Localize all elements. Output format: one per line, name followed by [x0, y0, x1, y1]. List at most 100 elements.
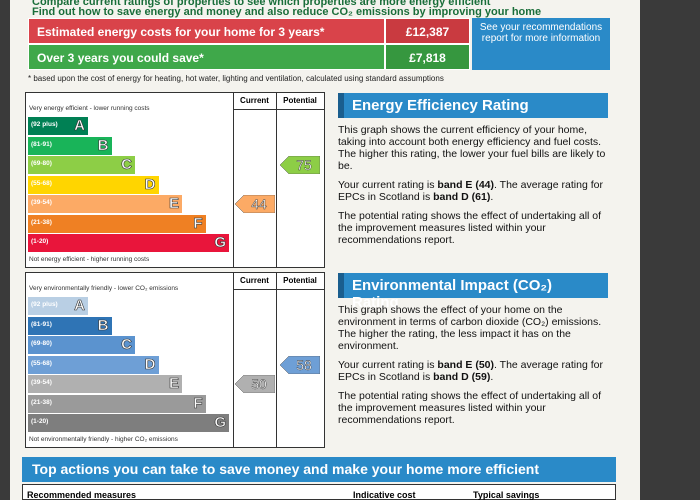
environmental-chart: Current Potential Very environmentally fri… — [25, 272, 325, 448]
column-header: Recommended measures — [27, 490, 137, 500]
rating-arrow: 50 — [235, 375, 275, 393]
band-letter: B — [97, 316, 109, 334]
band-letter: F — [193, 394, 203, 412]
epc-page: Compare current ratings of properties to… — [10, 0, 640, 500]
band-letter: C — [121, 336, 132, 354]
rating-band: (55-68) D — [28, 175, 159, 194]
rating-band: (55-68) D — [28, 355, 159, 374]
band-range: (92 plus) — [31, 301, 58, 308]
rating-band: (92 plus) A — [28, 297, 88, 315]
text: . The average rating for EPCs in Scotlan… — [338, 179, 603, 203]
cost-value: £12,387 — [385, 18, 470, 44]
rating-value: 44 — [251, 196, 267, 212]
column-header: Indicative cost — [353, 490, 416, 500]
band-range: (39-54) — [31, 379, 52, 386]
header-rule — [233, 289, 325, 290]
band-letter: F — [193, 214, 203, 232]
rating-value: 75 — [296, 157, 312, 173]
rating-band: (21-38) F — [28, 394, 206, 413]
band-letter: D — [144, 175, 156, 193]
bold-text: band E (44) — [437, 179, 495, 191]
bottom-label: Not energy efficient - higher running co… — [29, 256, 150, 263]
footnote: * based upon the cost of energy for heat… — [28, 74, 444, 83]
bottom-label: Not environmentally friendly - higher CO… — [29, 436, 178, 443]
band-range: (39-54) — [31, 199, 52, 206]
band-range: (21-38) — [31, 218, 52, 226]
band-range: (1-20) — [31, 418, 49, 425]
text: Your current rating is — [338, 179, 438, 191]
cost-value: £7,818 — [385, 44, 470, 70]
rating-band: (81-91) B — [28, 136, 112, 155]
arrow-shape — [280, 156, 320, 174]
recommendations-note: See your recommendations report for more… — [472, 18, 610, 70]
top-label: Very energy efficient - lower running co… — [29, 105, 150, 112]
text: The potential rating shows the effect of… — [338, 210, 602, 246]
band-range: (21-38) — [31, 398, 52, 406]
rating-band: (69-80) C — [28, 156, 135, 174]
description: This graph shows the current efficiency … — [338, 124, 610, 253]
cost-label: Estimated energy costs for your home for… — [28, 18, 385, 44]
band-letter: G — [214, 234, 226, 252]
rating-value: 50 — [251, 376, 267, 392]
band-letter: E — [168, 195, 180, 213]
band-letter: C — [121, 156, 132, 174]
band-range: (69-80) — [31, 340, 52, 347]
text: . The average rating for EPCs in Scotlan… — [338, 359, 603, 383]
band-letter: G — [214, 414, 226, 432]
bold-text: band D (59) — [433, 371, 491, 383]
column-header: Potential — [283, 276, 317, 285]
band-range: (81-91) — [31, 320, 52, 328]
text: This graph shows the current efficiency … — [338, 124, 606, 172]
header-line: Find out how to save energy and money an… — [32, 6, 542, 18]
band-range: (55-68) — [31, 179, 52, 187]
band-range: (92 plus) — [31, 121, 58, 128]
bold-text: band D (61) — [433, 191, 491, 203]
rating-arrow: 44 — [235, 195, 275, 213]
rating-arrow: 75 — [280, 156, 320, 174]
band-letter: D — [144, 355, 156, 373]
band-range: (55-68) — [31, 359, 52, 367]
section-title: Energy Efficiency Rating — [338, 93, 608, 118]
column-divider — [276, 93, 277, 267]
band-letter: A — [74, 297, 85, 315]
rating-band: (81-91) B — [28, 316, 112, 335]
paragraph: This graph shows the effect of your home… — [338, 304, 610, 352]
paragraph: The potential rating shows the effect of… — [338, 210, 610, 246]
text: This graph shows the effect of your home… — [338, 304, 602, 352]
rating-band: (39-54) E — [28, 195, 182, 213]
actions-table: Recommended measures Indicative cost Typ… — [22, 484, 616, 500]
rating-band: (92 plus) A — [28, 117, 88, 135]
rating-band: (21-38) F — [28, 214, 206, 233]
paragraph: Your current rating is band E (44). The … — [338, 179, 610, 203]
column-divider — [233, 93, 234, 267]
description: This graph shows the effect of your home… — [338, 304, 610, 433]
band-letter: E — [168, 375, 180, 393]
rating-band: (69-80) C — [28, 336, 135, 354]
rating-arrow: 58 — [280, 355, 320, 374]
header-rule — [233, 109, 325, 110]
energy-chart: Current Potential Very energy efficient - … — [25, 92, 325, 268]
section-title: Environmental Impact (CO₂) Rating — [338, 273, 608, 311]
rating-band: (1-20) G — [28, 414, 229, 432]
rating-value: 58 — [296, 356, 312, 373]
column-header: Current — [240, 96, 269, 105]
arrow-shape — [280, 355, 320, 374]
text: The potential rating shows the effect of… — [338, 390, 602, 426]
band-range: (1-20) — [31, 238, 49, 245]
rating-band: (1-20) G — [28, 234, 229, 252]
actions-banner: Top actions you can take to save money a… — [22, 457, 616, 482]
column-header: Typical savings — [473, 490, 540, 500]
paragraph: The potential rating shows the effect of… — [338, 390, 610, 426]
text: Your current rating is — [338, 359, 438, 371]
column-divider — [276, 273, 277, 447]
arrow-shape — [235, 195, 275, 213]
arrow-shape — [235, 375, 275, 393]
cost-label: Over 3 years you could save* — [28, 44, 385, 70]
band-letter: B — [97, 136, 109, 154]
rating-band: (39-54) E — [28, 375, 182, 393]
band-letter: A — [74, 117, 85, 135]
column-header: Current — [240, 276, 269, 285]
paragraph: This graph shows the current efficiency … — [338, 124, 610, 172]
paragraph: Your current rating is band E (50). The … — [338, 359, 610, 383]
